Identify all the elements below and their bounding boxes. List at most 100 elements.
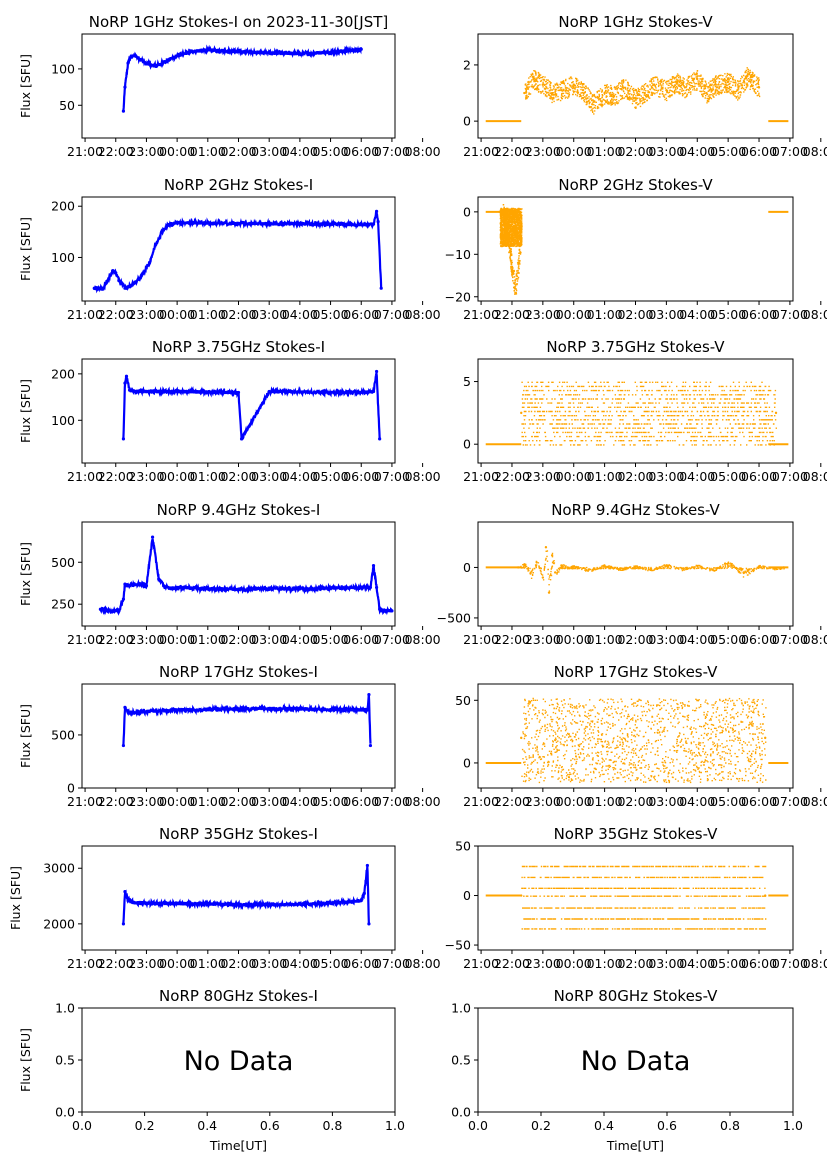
data-point <box>147 260 152 265</box>
data-point <box>523 563 526 566</box>
data-point <box>736 89 739 92</box>
data-point <box>123 286 127 290</box>
x-tick-label: 05:00 <box>313 632 349 647</box>
data-point <box>371 564 376 568</box>
y-tick-label: 1.0 <box>55 1001 75 1016</box>
data-point <box>560 564 563 567</box>
data-point <box>236 707 241 711</box>
x-tick-label: 01:00 <box>190 632 226 647</box>
data-point <box>612 94 616 98</box>
axes-frame <box>81 358 396 464</box>
x-tick-label: 06:00 <box>343 144 379 159</box>
y-tick-label: 0.5 <box>451 1053 471 1068</box>
x-tick-label: 23:00 <box>525 794 561 809</box>
data-point <box>123 582 127 586</box>
panel-title: NoRP 3.75GHz Stokes-I <box>152 338 325 356</box>
data-point <box>550 554 554 557</box>
x-tick-label: 22:00 <box>98 956 134 971</box>
data-point <box>111 269 115 273</box>
data-point <box>359 47 363 51</box>
x-tick-label: 22:00 <box>98 144 134 159</box>
x-tick-label: 05:00 <box>313 469 349 484</box>
data-point <box>104 608 109 612</box>
scatter-cloud <box>521 381 777 446</box>
x-tick-label: 05:00 <box>313 144 349 159</box>
data-point <box>507 244 511 248</box>
data-point <box>175 221 179 225</box>
panel-i3: NoRP 3.75GHz Stokes-I Flux [SFU] 21:0022:0… <box>18 338 441 484</box>
x-tick-label: 08:00 <box>803 956 827 971</box>
data-point <box>634 97 637 100</box>
data-point <box>764 736 767 740</box>
panel-title: NoRP 3.75GHz Stokes-V <box>546 338 725 356</box>
x-tick-label: 21:00 <box>463 956 499 971</box>
x-tick-label: 05:00 <box>710 144 746 159</box>
y-tick-label: 2 <box>463 57 471 72</box>
data-point <box>362 891 366 895</box>
data-point <box>680 567 684 570</box>
data-point <box>190 586 195 590</box>
data-point <box>114 271 118 275</box>
data-point <box>206 902 210 906</box>
data-point <box>123 85 127 89</box>
x-tick-label: 08:00 <box>405 307 441 322</box>
x-tick-label: 01:00 <box>190 956 226 971</box>
data-point <box>726 562 730 565</box>
data-point <box>504 223 507 226</box>
x-tick-label: 23:00 <box>525 144 561 159</box>
data-point <box>163 585 167 590</box>
y-tick-label: 200 <box>51 199 75 214</box>
data-point <box>587 568 591 571</box>
x-tick-label: 0.4 <box>197 1118 217 1133</box>
x-tick-label: 07:00 <box>772 307 808 322</box>
data-point <box>124 374 129 378</box>
data-point <box>674 80 677 83</box>
data-point <box>696 77 699 81</box>
x-tick-label: 03:00 <box>648 794 684 809</box>
x-tick-label: 00:00 <box>159 794 195 809</box>
panel-v5: NoRP 17GHz Stokes-V21:0022:0023:0000:000… <box>455 663 827 809</box>
data-point <box>126 61 130 65</box>
data-point <box>121 437 126 441</box>
data-point <box>529 572 532 575</box>
panel-v4: NoRP 9.4GHz Stokes-V 21:0022:0023:0000:00… <box>437 501 827 647</box>
axes-frame <box>477 521 794 627</box>
data-layer-i4 <box>98 535 394 616</box>
x-tick-label: 21:00 <box>67 144 103 159</box>
x-tick-label: 0.6 <box>260 1118 280 1133</box>
data-point <box>541 576 545 579</box>
x-tick-label: 08:00 <box>405 469 441 484</box>
y-axis-label: Flux [SFU] <box>18 1028 33 1092</box>
x-tick-label: 22:00 <box>494 632 530 647</box>
y-tick-label: −20 <box>445 289 471 304</box>
no-data-annotation: No Data <box>581 1046 691 1077</box>
x-tick-label: 23:00 <box>525 956 561 971</box>
data-point <box>513 287 517 290</box>
x-tick-label: 01:00 <box>587 307 623 322</box>
x-tick-label: 23:00 <box>128 956 164 971</box>
data-point <box>175 389 179 394</box>
x-tick-label: 22:00 <box>98 469 134 484</box>
series-line <box>122 866 370 925</box>
x-tick-label: 04:00 <box>679 956 715 971</box>
panel-title: NoRP 1GHz Stokes-I on 2023-11-30[JST] <box>89 13 389 31</box>
x-tick-label: 05:00 <box>313 794 349 809</box>
panel-i1: NoRP 1GHz Stokes-I on 2023-11-30[JST] Flu… <box>18 13 441 159</box>
y-tick-label: 0 <box>67 781 75 796</box>
x-tick-label: 22:00 <box>494 144 530 159</box>
series-line <box>122 44 363 111</box>
data-point <box>516 261 520 264</box>
x-tick-label: 22:00 <box>98 794 134 809</box>
x-tick-label: 07:00 <box>772 956 808 971</box>
x-tick-label: 02:00 <box>220 469 256 484</box>
x-tick-label: 0.0 <box>72 1118 92 1133</box>
x-tick-label: 0.8 <box>322 1118 342 1133</box>
x-tick-label: 22:00 <box>494 307 530 322</box>
x-tick-label: 02:00 <box>220 794 256 809</box>
data-layer-v5 <box>485 697 789 784</box>
x-tick-label: 01:00 <box>587 956 623 971</box>
x-tick-label: 00:00 <box>159 307 195 322</box>
y-tick-label: 0 <box>463 755 471 770</box>
y-tick-label: 100 <box>51 61 75 76</box>
